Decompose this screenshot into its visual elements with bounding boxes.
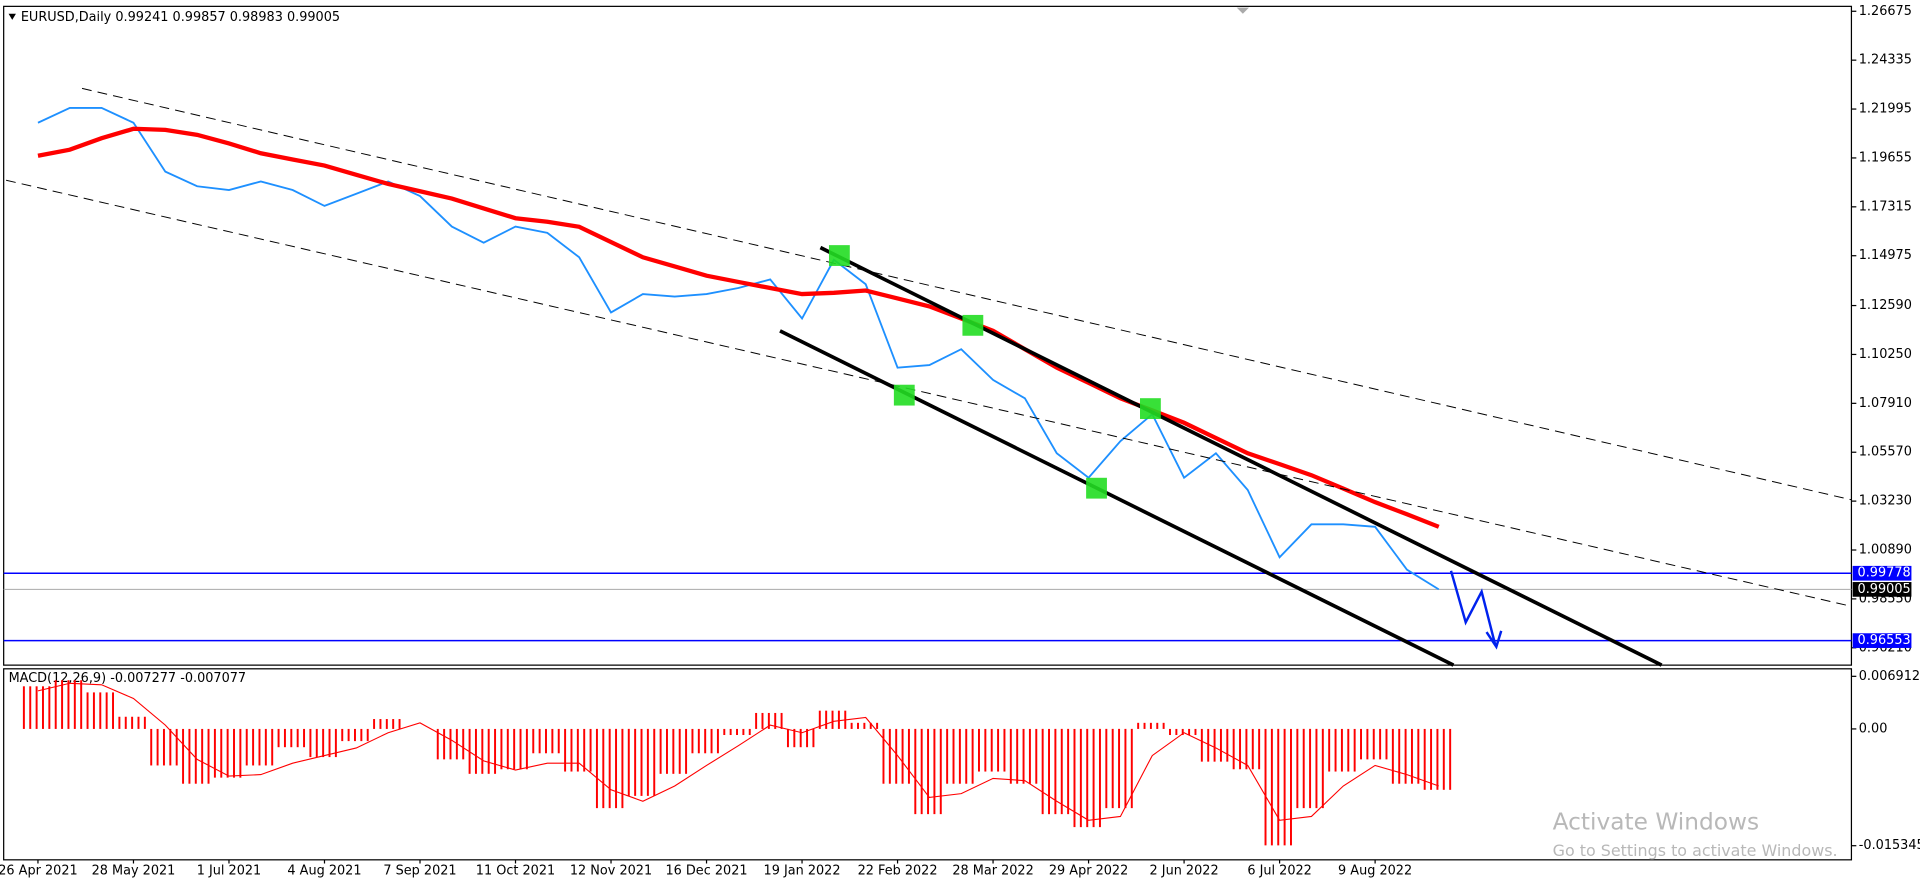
macd-title: MACD(12,26,9) -0.007277 -0.007077: [9, 671, 247, 686]
y-tick-label: 0.00: [1859, 721, 1888, 736]
x-tick-label: 11 Oct 2021: [476, 863, 555, 878]
x-tick-label: 6 Jul 2022: [1247, 863, 1312, 878]
x-tick-label: 16 Dec 2021: [665, 863, 747, 878]
level-label: 0.96553: [1858, 633, 1911, 648]
menu-triangle: [8, 13, 16, 20]
x-tick-label: 29 Apr 2022: [1049, 863, 1128, 878]
x-tick-label: 19 Jan 2022: [764, 863, 841, 878]
x-tick-label: 2 Jun 2022: [1150, 863, 1219, 878]
y-tick-label: 1.12590: [1859, 298, 1912, 313]
x-tick-label: 7 Sep 2021: [383, 863, 456, 878]
pivot-marker: [828, 245, 850, 266]
series-line: [37, 682, 1439, 821]
channel-line: [81, 87, 1852, 501]
y-tick-label: 1.26675: [1859, 4, 1912, 19]
x-tick-label: 12 Nov 2021: [570, 863, 652, 878]
pivot-marker: [1086, 477, 1107, 499]
y-tick-label: 1.21995: [1859, 102, 1912, 117]
y-tick-label: 1.24335: [1859, 53, 1912, 68]
y-tick-label: 1.19655: [1859, 150, 1912, 165]
pivot-marker: [1140, 398, 1161, 420]
level-label: 0.99778: [1858, 566, 1911, 581]
series-line: [37, 126, 1440, 529]
level-label-bg: [1852, 565, 1912, 581]
level-label: 0.99005: [1858, 582, 1911, 597]
x-tick-label: 22 Feb 2022: [858, 863, 938, 878]
projection-arrow: [1449, 570, 1503, 650]
y-tick-label: 1.00890: [1859, 543, 1912, 558]
y-tick-label: 1.14975: [1859, 248, 1912, 263]
level-label-bg: [1852, 582, 1912, 597]
x-tick-label: 4 Aug 2021: [287, 863, 361, 878]
x-tick-label: 1 Jul 2021: [197, 863, 262, 878]
y-tick-label: 1.07910: [1859, 396, 1912, 411]
trend-line: [819, 245, 1663, 667]
drawings: [6, 87, 1852, 667]
y-tick-label: -0.015345: [1859, 838, 1920, 853]
y-tick-label: 1.03230: [1859, 494, 1912, 509]
x-tick-label: 9 Aug 2022: [1338, 863, 1412, 878]
pivot-marker: [893, 384, 915, 406]
watermark-subtitle: Go to Settings to activate Windows.: [1553, 841, 1838, 860]
x-tick-label: 28 May 2021: [92, 863, 176, 878]
scroll-marker: [1236, 7, 1249, 14]
x-tick-label: 28 Mar 2022: [952, 863, 1033, 878]
y-tick-label: 1.10250: [1859, 347, 1912, 362]
level-label-bg: [1852, 633, 1912, 648]
y-tick-label: 1.17315: [1859, 199, 1912, 214]
pivot-marker: [962, 314, 984, 336]
watermark-title: Activate Windows: [1553, 809, 1759, 836]
price-panel: [3, 5, 1853, 666]
y-tick-label: 0.006912: [1859, 669, 1920, 684]
channel-line: [6, 179, 1852, 607]
macd-panel: [3, 668, 1853, 861]
trend-line: [779, 329, 1455, 667]
chart-title: EURUSD,Daily 0.99241 0.99857 0.98983 0.9…: [21, 10, 340, 25]
x-tick-label: 26 Apr 2021: [0, 863, 78, 878]
y-tick-label: 1.05570: [1859, 445, 1912, 460]
series-line: [37, 106, 1440, 591]
